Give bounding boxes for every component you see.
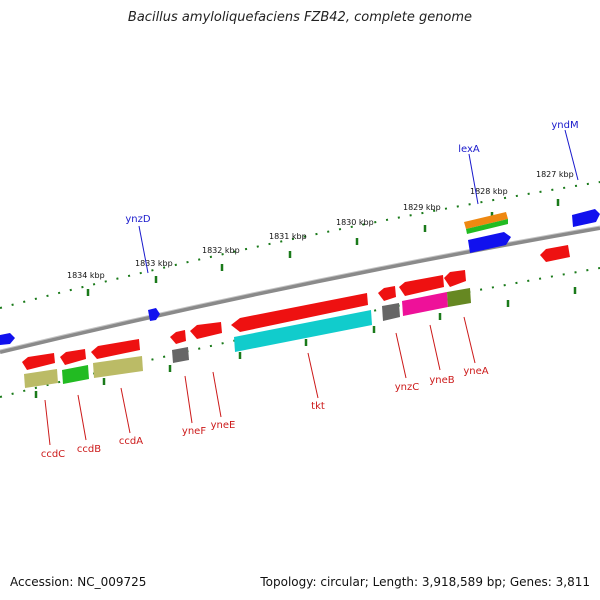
- lower-ruler-track: [0, 267, 600, 398]
- gene-arrow: [0, 333, 15, 345]
- gene-label-yneF: yneF: [182, 426, 206, 437]
- gene-arrow: [91, 339, 140, 359]
- map-title: Bacillus amyloliquefaciens FZB42, comple…: [127, 10, 473, 25]
- gene-arrow: [62, 365, 89, 384]
- forward-genes: [0, 209, 600, 345]
- ruler-label: 1833 kbp: [135, 259, 173, 268]
- reverse-genes: [22, 245, 570, 388]
- ruler-label: 1831 kbp: [269, 232, 307, 241]
- genome-stats-text: Topology: circular; Length: 3,918,589 bp…: [260, 575, 590, 589]
- gene-label-yneA: yneA: [463, 366, 488, 377]
- ruler-label: 1827 kbp: [536, 170, 574, 179]
- gene-arrow: [572, 209, 600, 227]
- gene-arrow: [444, 270, 466, 287]
- ruler-label: 1834 kbp: [67, 271, 105, 280]
- ruler-label: 1829 kbp: [403, 203, 441, 212]
- gene-label-leaders: [44, 129, 579, 446]
- gene-arrow: [24, 369, 58, 388]
- gene-label-ccdC: ccdC: [41, 449, 65, 460]
- ruler-label: 1828 kbp: [470, 187, 508, 196]
- gene-arrow: [378, 286, 396, 301]
- ruler-label: 1830 kbp: [336, 218, 374, 227]
- gene-arrow: [447, 288, 471, 307]
- major-ticks: [34, 199, 577, 398]
- accession-text: Accession: NC_009725: [10, 575, 147, 589]
- gene-arrow: [466, 219, 508, 234]
- gene-arrow: [399, 275, 444, 296]
- gene-arrow: [231, 293, 368, 332]
- gene-label-ccdA: ccdA: [119, 436, 143, 447]
- gene-arrow: [22, 353, 55, 370]
- ruler-label: 1832 kbp: [202, 246, 240, 255]
- gene-arrow: [402, 292, 448, 316]
- gene-label-yneB: yneB: [429, 375, 454, 386]
- gene-arrow: [464, 212, 508, 229]
- gene-arrow: [468, 232, 511, 253]
- genome-backbone: [0, 226, 600, 354]
- gene-arrow: [172, 347, 189, 363]
- gene-label-lexA: lexA: [458, 144, 480, 155]
- gene-arrow: [382, 303, 400, 321]
- gene-arrow: [190, 322, 222, 339]
- gene-arrow: [60, 349, 86, 365]
- gene-label-yneE: yneE: [211, 420, 236, 431]
- gene-arrow: [93, 356, 143, 378]
- gene-label-ynzC: ynzC: [395, 382, 420, 393]
- gene-arrow: [170, 330, 186, 344]
- gene-label-ynzD: ynzD: [125, 214, 151, 225]
- gene-label-tkt: tkt: [311, 401, 325, 412]
- gene-arrow: [234, 310, 372, 352]
- gene-arrow: [148, 308, 160, 321]
- gene-label-ccdB: ccdB: [77, 444, 101, 455]
- gene-label-yndM: yndM: [551, 120, 578, 131]
- gene-arrow: [540, 245, 570, 262]
- upper-ruler-track: [0, 181, 600, 309]
